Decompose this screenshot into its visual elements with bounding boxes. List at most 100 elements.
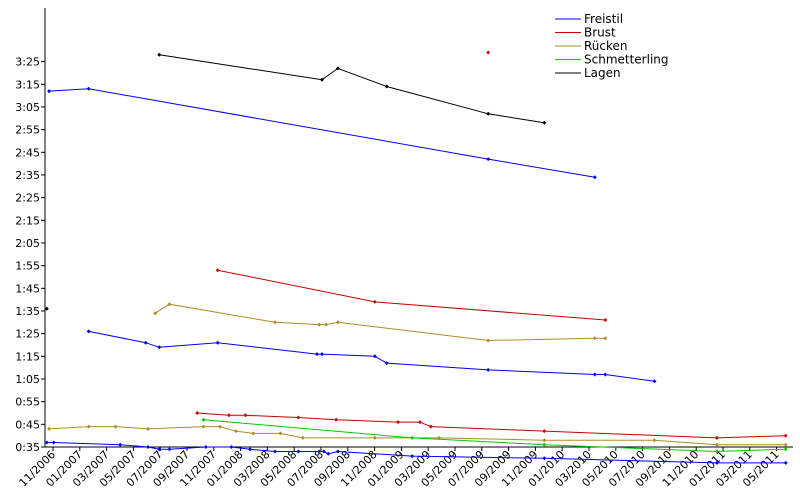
data-point xyxy=(714,435,719,440)
data-point xyxy=(486,111,491,116)
data-point xyxy=(603,372,608,377)
data-point xyxy=(372,435,377,440)
data-point xyxy=(335,449,340,454)
data-point xyxy=(783,433,788,438)
data-point xyxy=(195,411,200,415)
series-layer xyxy=(44,50,788,465)
data-point xyxy=(296,415,301,420)
data-point xyxy=(410,454,415,459)
series-line xyxy=(154,303,606,342)
data-point xyxy=(118,442,123,447)
legend-label: Rücken xyxy=(584,39,628,53)
data-point xyxy=(384,361,389,366)
data-point xyxy=(215,268,220,273)
data-point xyxy=(317,449,322,454)
series-brust xyxy=(195,50,788,440)
data-point xyxy=(592,336,597,341)
data-point xyxy=(652,379,657,384)
data-point xyxy=(714,449,719,454)
data-point xyxy=(233,429,238,434)
y-tick-label: 0:55 xyxy=(15,396,40,409)
data-point xyxy=(321,449,326,454)
data-point xyxy=(273,449,277,454)
series-rücken xyxy=(47,302,788,447)
data-point xyxy=(300,435,305,440)
y-tick-label: 1:55 xyxy=(15,260,40,273)
y-tick-label: 3:15 xyxy=(15,78,40,91)
data-point xyxy=(542,429,547,434)
data-point xyxy=(317,322,322,327)
legend-label: Brust xyxy=(584,26,616,40)
y-tick-label: 1:05 xyxy=(15,373,40,386)
y-tick-label: 2:55 xyxy=(15,124,40,137)
data-point xyxy=(783,442,788,447)
data-point xyxy=(146,445,150,449)
data-point xyxy=(51,440,56,445)
data-point xyxy=(334,417,339,422)
data-point xyxy=(157,345,162,350)
data-point xyxy=(603,336,608,341)
data-point xyxy=(44,306,49,311)
y-tick-label: 2:35 xyxy=(15,169,40,182)
legend-label: Freistil xyxy=(584,12,623,26)
y-tick-label: 2:05 xyxy=(15,237,40,250)
data-point xyxy=(324,322,329,327)
data-point xyxy=(542,442,547,447)
data-point xyxy=(86,86,91,91)
data-point xyxy=(157,52,162,57)
data-point xyxy=(372,299,377,304)
data-point xyxy=(335,320,340,325)
series-lagen xyxy=(44,52,547,311)
data-point xyxy=(47,89,52,94)
data-point xyxy=(201,417,206,422)
y-tick-label: 0:35 xyxy=(15,441,40,454)
data-point xyxy=(326,451,331,456)
data-point xyxy=(113,424,118,429)
y-tick-label: 1:45 xyxy=(15,282,40,295)
data-point xyxy=(542,456,547,461)
data-point xyxy=(783,460,788,465)
data-point xyxy=(217,424,222,429)
data-point xyxy=(47,426,52,431)
data-point xyxy=(229,445,234,449)
data-point xyxy=(592,175,597,180)
series-line xyxy=(49,426,786,446)
y-tick-label: 0:45 xyxy=(15,418,40,431)
data-point xyxy=(273,320,277,325)
data-point xyxy=(486,157,491,162)
data-point xyxy=(542,120,547,125)
y-tick-label: 1:25 xyxy=(15,328,40,341)
y-tick-label: 3:25 xyxy=(15,56,40,69)
legend-label: Lagen xyxy=(584,66,621,80)
data-point xyxy=(143,340,148,345)
data-point xyxy=(278,431,283,436)
data-point xyxy=(86,424,91,429)
data-point xyxy=(153,311,158,316)
data-point xyxy=(486,50,491,55)
axes: 0:35 0:45 0:55 1:05 1:15 1:25 1:35 1:45 1:55 2:05… xyxy=(15,8,793,489)
data-point xyxy=(248,447,252,452)
data-point xyxy=(86,329,91,334)
y-tick-label: 1:15 xyxy=(15,350,40,363)
data-point xyxy=(428,424,433,429)
data-point xyxy=(203,445,208,449)
data-point xyxy=(296,449,301,454)
data-point xyxy=(396,420,400,425)
data-point xyxy=(486,367,491,372)
data-point xyxy=(215,340,220,345)
y-tick-label: 2:15 xyxy=(15,214,40,227)
data-point xyxy=(146,426,150,431)
data-point xyxy=(167,447,172,452)
series-freistil xyxy=(44,86,788,465)
data-point xyxy=(384,84,389,89)
data-point xyxy=(251,431,256,436)
data-point xyxy=(417,420,422,425)
data-point xyxy=(542,438,547,443)
data-point xyxy=(227,413,231,418)
series-schmetterling xyxy=(201,417,788,454)
data-point xyxy=(592,372,597,377)
series-line xyxy=(159,54,545,124)
data-point xyxy=(714,460,719,465)
